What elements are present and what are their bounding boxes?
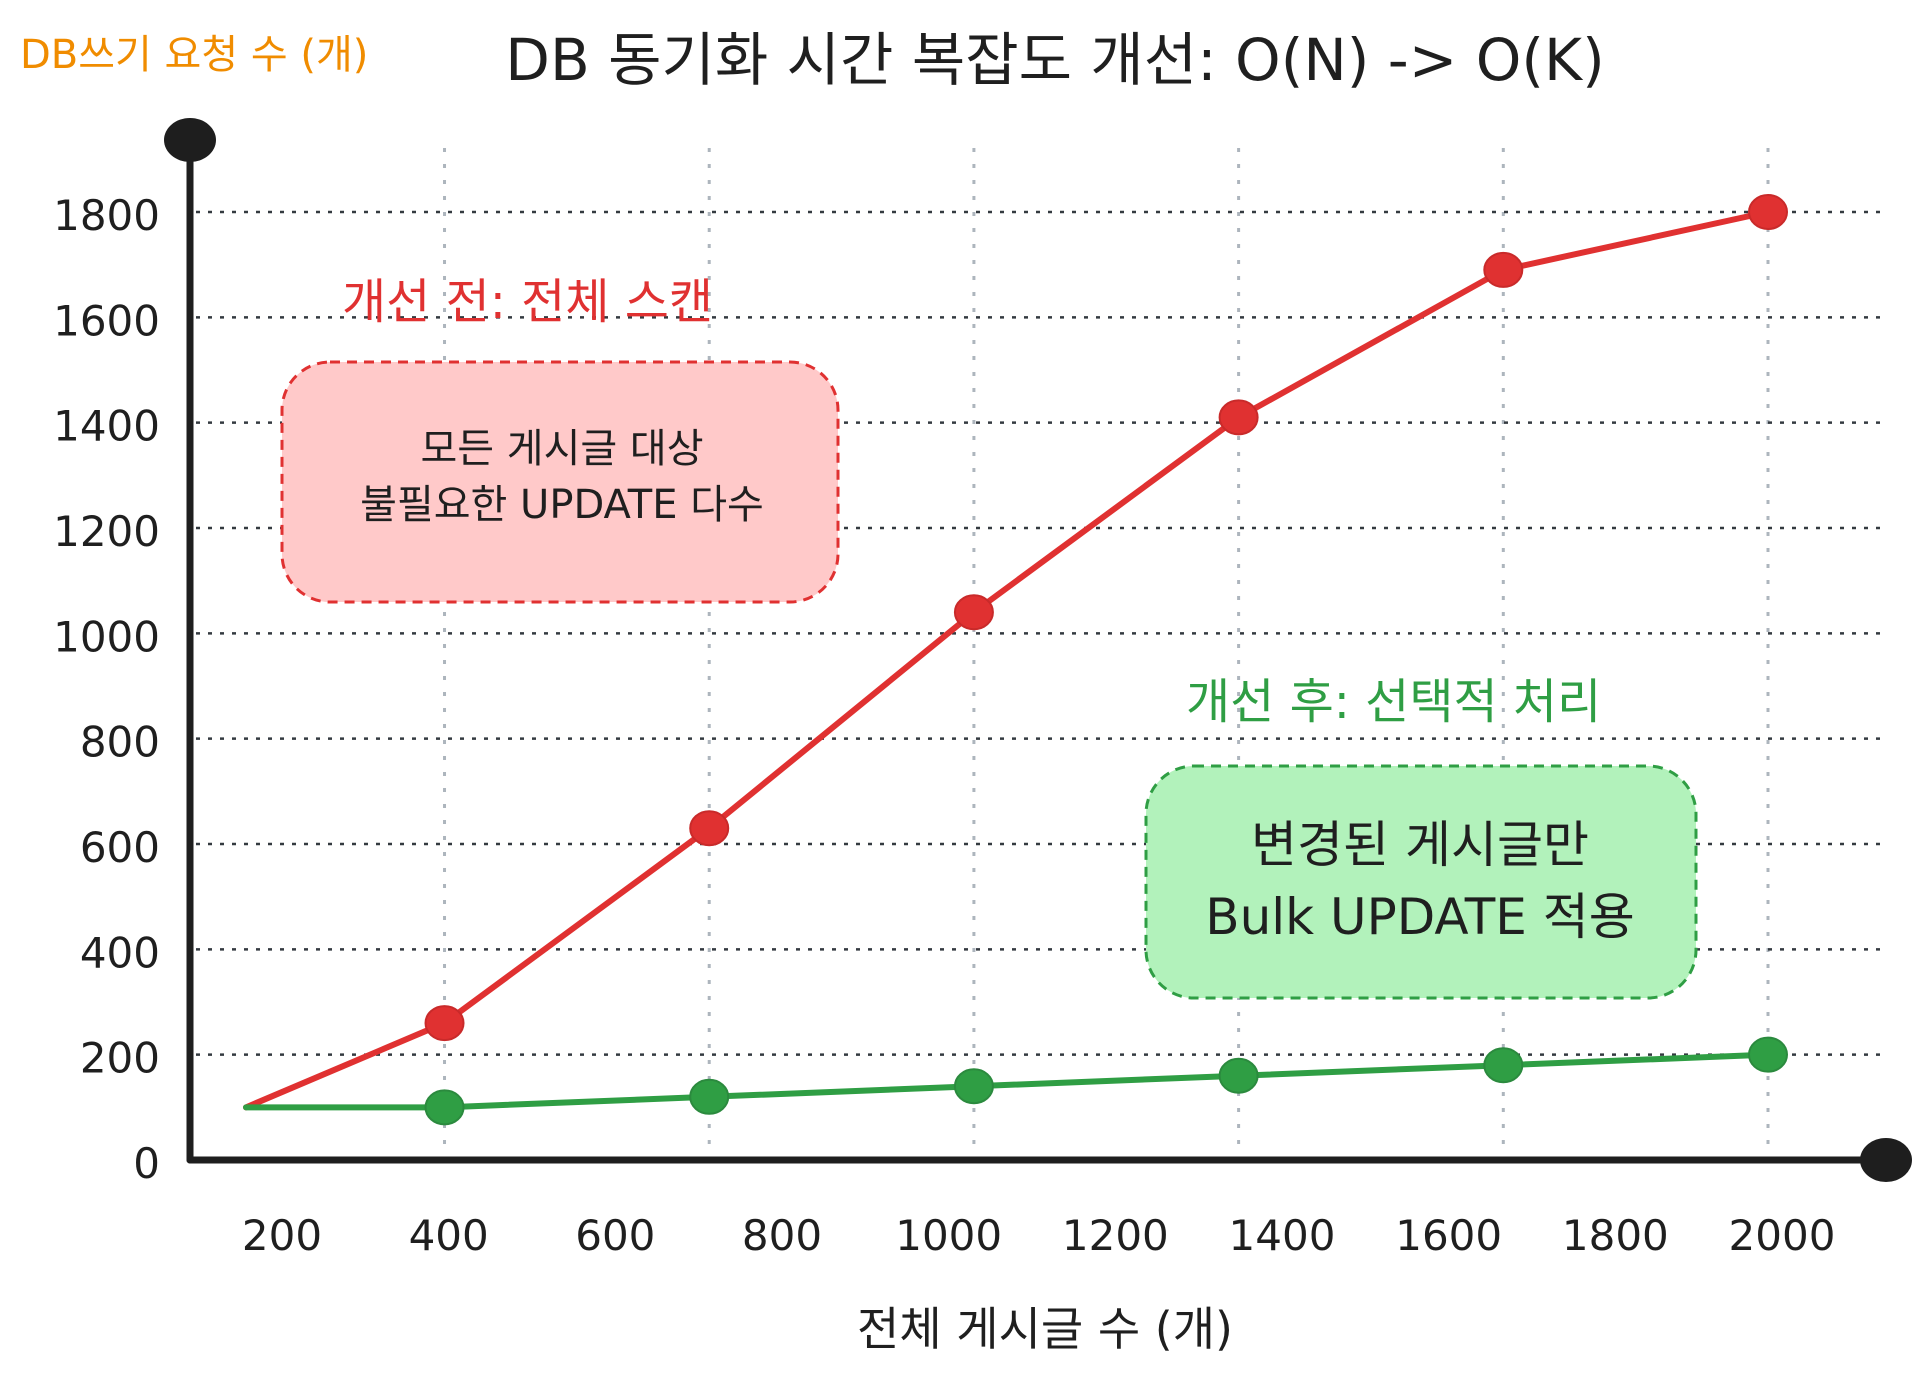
- after-note-line-2: Bulk UPDATE 적용: [1205, 888, 1634, 946]
- x-tick-1000: 1000: [895, 1211, 1002, 1260]
- series-0-point-5: [1484, 253, 1522, 287]
- y-axis-arrow-end: [164, 118, 216, 162]
- x-tick-1400: 1400: [1229, 1211, 1336, 1260]
- series-1-point-1: [426, 1090, 464, 1124]
- after-note-box: [1146, 766, 1696, 998]
- chart-title: DB 동기화 시간 복잡도 개선: O(N) -> O(K): [505, 26, 1604, 94]
- series-0-point-1: [426, 1006, 464, 1040]
- y-tick-1400: 1400: [53, 402, 160, 451]
- x-tick-800: 800: [742, 1211, 822, 1260]
- before-note-line-1: 모든 게시글 대상: [420, 426, 703, 472]
- x-axis-label: 전체 게시글 수 (개): [857, 1302, 1233, 1356]
- x-tick-1600: 1600: [1395, 1211, 1502, 1260]
- series-1-point-6: [1749, 1038, 1787, 1072]
- series-0-point-3: [955, 595, 993, 629]
- y-tick-200: 200: [80, 1034, 160, 1083]
- series-1-line: [246, 1055, 1768, 1108]
- y-tick-600: 600: [80, 823, 160, 872]
- x-tick-600: 600: [575, 1211, 655, 1260]
- series-0-point-6: [1749, 195, 1787, 229]
- x-tick-labels: 200 400 600 800 1000 1200 1400 1600 1800 2000: [242, 1211, 1836, 1260]
- series-0-point-4: [1220, 400, 1258, 434]
- y-tick-1600: 1600: [53, 296, 160, 345]
- series-1-point-3: [955, 1069, 993, 1103]
- x-tick-200: 200: [242, 1211, 322, 1260]
- y-tick-800: 800: [80, 718, 160, 767]
- y-axis-label: DB쓰기 요청 수 (개): [20, 32, 368, 78]
- y-tick-labels: 0 200 400 600 800 1000 1200 1400 1600 1800: [53, 191, 160, 1188]
- y-tick-1000: 1000: [53, 612, 160, 661]
- x-tick-1800: 1800: [1562, 1211, 1669, 1260]
- series-1-point-2: [690, 1080, 728, 1114]
- x-tick-2000: 2000: [1729, 1211, 1836, 1260]
- x-tick-400: 400: [409, 1211, 489, 1260]
- after-series-label: 개선 후: 선택적 처리: [1186, 674, 1601, 730]
- y-tick-0: 0: [133, 1139, 160, 1188]
- series-1-point-4: [1220, 1059, 1258, 1093]
- after-note-line-1: 변경된 게시글만: [1251, 816, 1589, 874]
- series-0-point-2: [690, 811, 728, 845]
- before-note-line-2: 불필요한 UPDATE 다수: [360, 482, 764, 528]
- y-tick-1200: 1200: [53, 507, 160, 556]
- x-tick-1200: 1200: [1062, 1211, 1169, 1260]
- y-tick-1800: 1800: [53, 191, 160, 240]
- x-axis-arrow-end: [1860, 1138, 1912, 1182]
- series-1-point-5: [1484, 1048, 1522, 1082]
- y-tick-400: 400: [80, 928, 160, 977]
- before-series-label: 개선 전: 전체 스캔: [342, 274, 713, 330]
